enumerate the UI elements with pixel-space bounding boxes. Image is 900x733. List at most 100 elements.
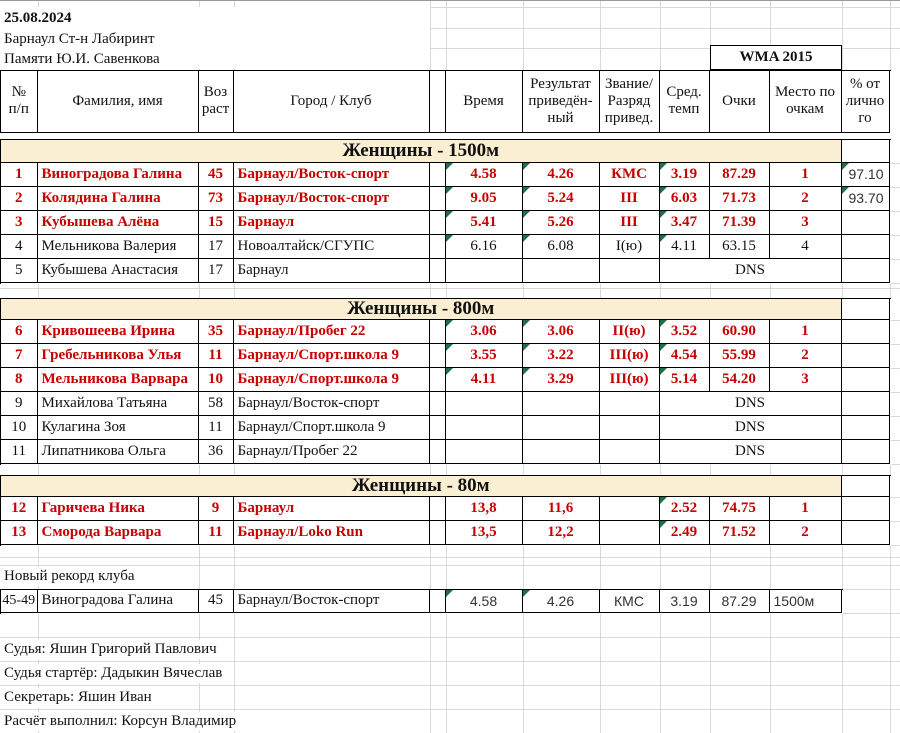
cell-age[interactable]: 15 — [198, 210, 234, 235]
venue-cell[interactable]: Барнаул Ст-н Лабиринт — [4, 31, 155, 47]
cell-age[interactable]: 36 — [198, 439, 234, 464]
cell-result[interactable]: 3.06 — [522, 319, 600, 344]
cell-pct[interactable]: 93.70 — [841, 186, 890, 211]
cell-rank[interactable]: II(ю) — [599, 319, 660, 344]
cell-name[interactable]: Сморода Варвара — [37, 520, 199, 545]
cell-spacer[interactable] — [429, 590, 446, 613]
cell-rank[interactable] — [599, 520, 660, 545]
cell-club[interactable]: Барнаул/Восток-спорт — [233, 162, 430, 187]
header-pct[interactable]: % от лично го — [841, 71, 890, 133]
cell-pct[interactable] — [841, 299, 890, 320]
cell-pct[interactable] — [841, 415, 890, 440]
cell-points[interactable]: 87.29 — [709, 162, 770, 187]
cell-num[interactable]: 6 — [1, 319, 38, 344]
cell-tempo[interactable]: 3.47 — [659, 210, 710, 235]
cell-club[interactable]: Барнаул/Спорт.школа 9 — [233, 343, 430, 368]
cell-spacer[interactable] — [429, 367, 446, 392]
cell-tempo[interactable]: 3.19 — [659, 162, 710, 187]
cell-result[interactable] — [522, 439, 600, 464]
cell-age[interactable]: 45 — [198, 590, 234, 613]
cell-tempo[interactable]: 5.14 — [659, 367, 710, 392]
cell-tempo[interactable]: 6.03 — [659, 186, 710, 211]
cell-place[interactable]: 3 — [769, 210, 842, 235]
header-tempo[interactable]: Сред. темп — [659, 71, 710, 133]
header-points[interactable]: Очки — [709, 71, 770, 133]
dns-cell[interactable]: DNS — [659, 258, 842, 283]
cell-age[interactable]: 17 — [198, 234, 234, 259]
cell-result[interactable]: 12,2 — [522, 520, 600, 545]
cell-pct[interactable] — [841, 439, 890, 464]
cell-age[interactable]: 10 — [198, 367, 234, 392]
cell-points[interactable]: 54.20 — [709, 367, 770, 392]
header-num[interactable]: № п/п — [1, 71, 38, 133]
date-cell[interactable]: 25.08.2024 — [4, 10, 72, 26]
cell-rank[interactable]: III(ю) — [599, 343, 660, 368]
cell-time[interactable]: 13,8 — [445, 496, 523, 521]
cell-club[interactable]: Барнаул/Пробег 22 — [233, 319, 430, 344]
cell-club[interactable]: Барнаул — [233, 258, 430, 283]
cell-time[interactable] — [445, 391, 523, 416]
cell-spacer[interactable] — [429, 319, 446, 344]
cell-age[interactable]: 11 — [198, 520, 234, 545]
cell-club[interactable]: Барнаул/Восток-спорт — [233, 391, 430, 416]
cell-tempo[interactable]: 2.52 — [659, 496, 710, 521]
header-rank[interactable]: Звание/ Разряд привед. — [599, 71, 660, 133]
cell-name[interactable]: Виноградова Галина — [37, 162, 199, 187]
cell-name[interactable]: Мельникова Варвара — [37, 367, 199, 392]
cell-pct[interactable] — [841, 234, 890, 259]
cell-time[interactable]: 4.11 — [445, 367, 523, 392]
cell-name[interactable]: Гаричева Ника — [37, 496, 199, 521]
cell-tempo[interactable]: 4.11 — [659, 234, 710, 259]
cell-club[interactable]: Барнаул/Восток-спорт — [233, 186, 430, 211]
judge-cell[interactable]: Судья: Яшин Григорий Павлович — [0, 640, 221, 659]
cell-time[interactable]: 4.58 — [445, 590, 523, 613]
cell-pct[interactable] — [841, 258, 890, 283]
dns-cell[interactable]: DNS — [659, 415, 842, 440]
cell-points[interactable]: 63.15 — [709, 234, 770, 259]
cell-num[interactable]: 5 — [1, 258, 38, 283]
cell-spacer[interactable] — [429, 162, 446, 187]
cell-club[interactable]: Барнаул — [233, 496, 430, 521]
cell-num[interactable]: 11 — [1, 439, 38, 464]
cell-pct[interactable] — [841, 210, 890, 235]
cell-time[interactable] — [445, 439, 523, 464]
header-name[interactable]: Фамилия, имя — [37, 71, 199, 133]
cell-result[interactable]: 3.29 — [522, 367, 600, 392]
cell-place[interactable]: 3 — [769, 367, 842, 392]
cell-time[interactable]: 9.05 — [445, 186, 523, 211]
cell-rank[interactable] — [599, 258, 660, 283]
cell-name[interactable]: Мельникова Валерия — [37, 234, 199, 259]
section-band-800m[interactable]: Женщины - 800м — [1, 299, 842, 320]
cell-num[interactable]: 10 — [1, 415, 38, 440]
header-time[interactable]: Время — [445, 71, 523, 133]
wma-2015-cell[interactable]: WMA 2015 — [710, 45, 842, 70]
cell-points[interactable]: 87.29 — [709, 590, 770, 613]
cell-name[interactable]: Михайлова Татьяна — [37, 391, 199, 416]
cell-time[interactable] — [445, 258, 523, 283]
cell-pct[interactable]: 97.10 — [841, 162, 890, 187]
cell-spacer[interactable] — [429, 210, 446, 235]
cell-tempo[interactable]: 3.19 — [659, 590, 710, 613]
cell-pct[interactable] — [841, 343, 890, 368]
cell-time[interactable]: 13,5 — [445, 520, 523, 545]
header-club[interactable]: Город / Клуб — [233, 71, 430, 133]
calculator-cell[interactable]: Расчёт выполнил: Корсун Владимир — [0, 712, 241, 731]
cell-place[interactable]: 2 — [769, 520, 842, 545]
cell-rank[interactable]: III — [599, 186, 660, 211]
cell-name[interactable]: Колядина Галина — [37, 186, 199, 211]
cell-pct[interactable] — [841, 140, 890, 163]
cell-pct[interactable] — [841, 496, 890, 521]
cell-tempo[interactable]: 4.54 — [659, 343, 710, 368]
cell-spacer[interactable] — [429, 391, 446, 416]
cell-result[interactable]: 4.26 — [522, 590, 600, 613]
cell-name[interactable]: Кривошеева Ирина — [37, 319, 199, 344]
cell-num[interactable]: 7 — [1, 343, 38, 368]
cell-club[interactable]: Барнаул — [233, 210, 430, 235]
cell-num[interactable]: 2 — [1, 186, 38, 211]
cell-club[interactable]: Барнаул/Спорт.школа 9 — [233, 367, 430, 392]
cell-club[interactable]: Барнаул/Спорт.школа 9 — [233, 415, 430, 440]
cell-rank[interactable]: III — [599, 210, 660, 235]
cell-num[interactable]: 8 — [1, 367, 38, 392]
cell-club[interactable]: Новоалтайск/СГУПС — [233, 234, 430, 259]
cell-place[interactable]: 1500м — [769, 590, 842, 613]
